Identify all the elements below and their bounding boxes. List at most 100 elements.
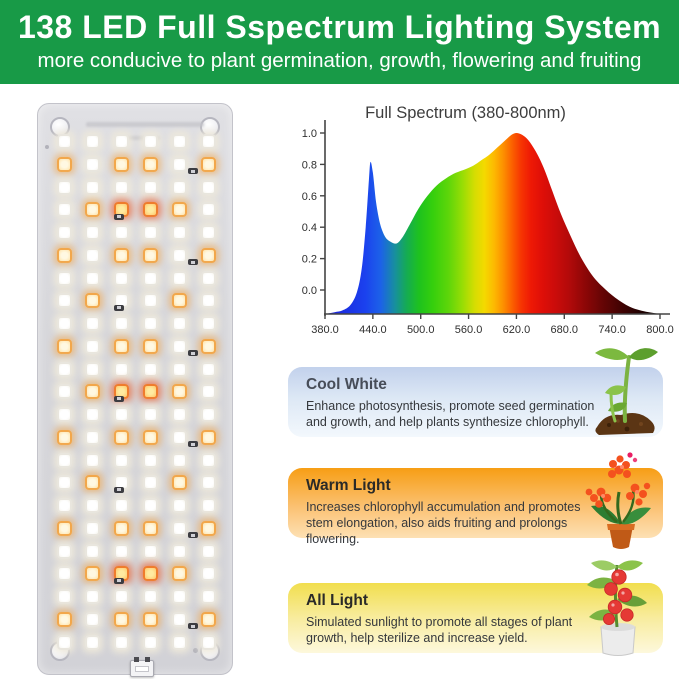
y-tick-label: 0.6 <box>302 191 317 203</box>
warm-white-led <box>142 520 158 536</box>
smd-resistor <box>114 304 124 311</box>
cool-white-led <box>200 384 216 400</box>
warm-white-led <box>85 475 101 491</box>
cool-white-led <box>56 134 72 149</box>
header-banner: 138 LED Full Sspectrum Lighting System m… <box>0 0 679 84</box>
cool-white-led <box>142 634 158 650</box>
board-pinhole <box>193 648 198 653</box>
warm-white-led <box>142 611 158 627</box>
cool-white-led <box>142 589 158 604</box>
cool-white-led <box>85 429 101 445</box>
y-tick-label: 1.0 <box>302 128 317 140</box>
cool-white-led <box>56 498 72 513</box>
x-tick-label: 800.0 <box>646 324 674 336</box>
led-board <box>37 103 233 677</box>
cool-white-led <box>56 543 72 559</box>
cool-white-led <box>200 566 216 582</box>
cool-white-led <box>85 498 101 513</box>
power-connector <box>130 657 154 677</box>
cool-white-led <box>142 452 158 468</box>
warm-white-led <box>114 247 130 263</box>
cool-white-led <box>142 316 158 331</box>
warm-white-led <box>114 520 130 536</box>
cool-white-led <box>142 475 158 491</box>
connector-slot <box>135 666 149 672</box>
cool-white-led <box>171 338 187 354</box>
warm-white-led <box>171 293 187 309</box>
chart-title: Full Spectrum (380-800nm) <box>365 104 566 122</box>
smd-resistor <box>114 213 124 220</box>
cool-white-led <box>85 134 101 149</box>
cool-white-led <box>142 361 158 377</box>
cool-white-led <box>200 134 216 149</box>
cool-white-led <box>142 179 158 195</box>
cool-white-led <box>114 452 130 468</box>
cool-white-led <box>142 293 158 309</box>
warm-white-led <box>171 566 187 582</box>
smd-resistor <box>188 168 198 174</box>
smd-resistor <box>188 623 198 629</box>
card-cool-white: Cool White Enhance photosynthesis, promo… <box>288 348 663 437</box>
warm-white-led <box>85 384 101 400</box>
smd-resistor <box>188 441 198 447</box>
warm-white-led <box>200 611 216 627</box>
cool-white-led <box>85 270 101 286</box>
spectrum-chart: Full Spectrum (380-800nm) 0.0 0.2 0.4 0.6 0.… <box>292 100 679 358</box>
cool-white-led <box>142 498 158 513</box>
smd-resistor <box>188 259 198 265</box>
cool-white-led <box>200 407 216 422</box>
warm-white-led <box>200 520 216 536</box>
cool-white-led <box>85 543 101 559</box>
cool-white-led <box>200 225 216 240</box>
cool-white-led <box>200 202 216 218</box>
warm-white-led <box>142 247 158 263</box>
cool-white-led <box>85 361 101 377</box>
cool-white-led <box>171 270 187 286</box>
cool-white-led <box>171 634 187 650</box>
cool-white-led <box>200 589 216 604</box>
spectrum-area-plot: 0.0 0.2 0.4 0.6 0.8 1.0 380.0 440.0 500.0 560.0 62… <box>302 120 674 336</box>
smd-resistor <box>188 532 198 538</box>
cool-white-led <box>85 338 101 354</box>
cool-white-led <box>114 316 130 331</box>
page-title: 138 LED Full Sspectrum Lighting System <box>17 9 662 46</box>
x-tick-label: 740.0 <box>598 324 626 336</box>
cool-white-led <box>56 589 72 604</box>
warm-white-led <box>171 384 187 400</box>
cool-white-led <box>114 634 130 650</box>
warm-white-led <box>56 520 72 536</box>
card-title: All Light <box>306 592 368 609</box>
warm-white-led <box>200 247 216 263</box>
smd-resistor <box>188 350 198 356</box>
cool-white-led <box>85 316 101 331</box>
spectrum-curve <box>325 133 660 314</box>
warm-white-led <box>85 566 101 582</box>
cool-white-led <box>171 520 187 536</box>
cool-white-led <box>56 384 72 400</box>
x-tick-label: 680.0 <box>551 324 579 336</box>
warm-white-led <box>56 156 72 172</box>
cool-white-led <box>85 407 101 422</box>
cool-white-led <box>56 361 72 377</box>
cool-white-led <box>200 452 216 468</box>
red-warm-led <box>142 384 158 400</box>
y-tick-label: 0.8 <box>302 159 317 171</box>
cool-white-led <box>171 498 187 513</box>
cool-white-led <box>85 634 101 650</box>
cool-white-led <box>200 475 216 491</box>
cool-white-led <box>85 247 101 263</box>
smd-resistor <box>114 577 124 584</box>
warm-white-led <box>171 202 187 218</box>
cool-white-led <box>200 316 216 331</box>
x-tick-label: 620.0 <box>503 324 531 336</box>
cool-white-led <box>200 543 216 559</box>
card-title: Cool White <box>306 376 387 393</box>
warm-white-led <box>142 156 158 172</box>
cool-white-led <box>56 316 72 331</box>
cool-white-led <box>56 202 72 218</box>
cool-white-led <box>200 293 216 309</box>
cool-white-led <box>114 225 130 240</box>
board-pinhole <box>45 145 49 149</box>
warm-white-led <box>200 429 216 445</box>
card-body: Simulated sunlight to promote all stages… <box>306 615 573 645</box>
